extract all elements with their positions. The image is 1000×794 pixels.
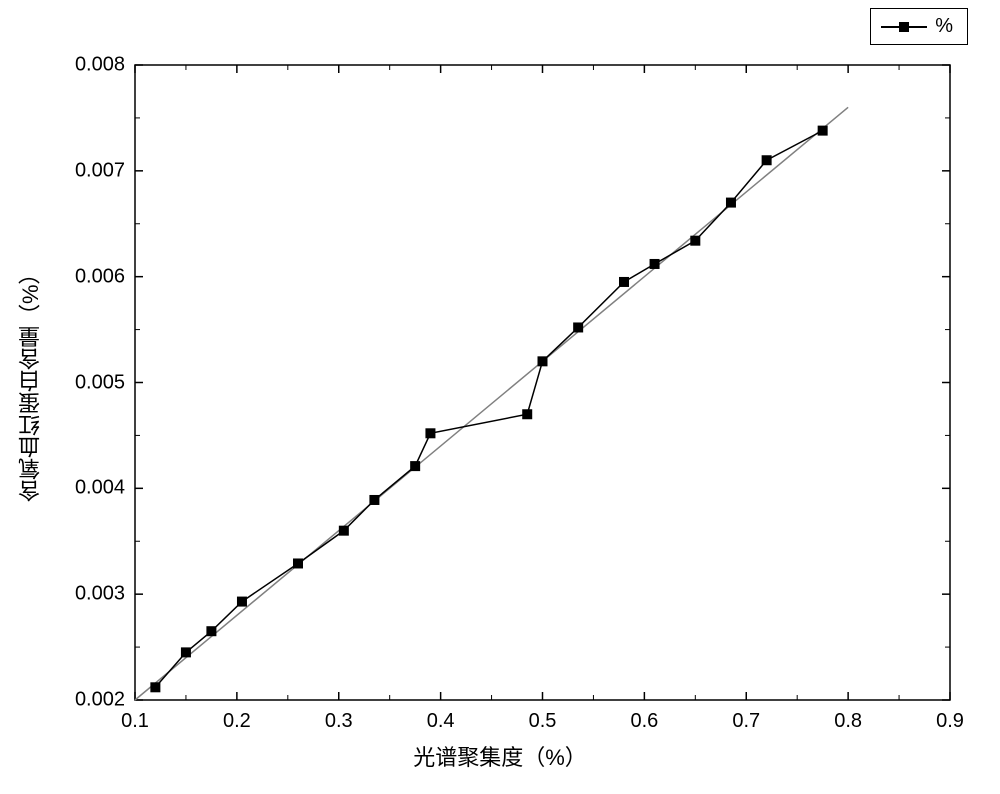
y-tick-label: 0.006 [75,265,125,288]
chart-svg [0,0,1000,794]
legend: % [870,8,968,45]
x-tick-label: 0.9 [936,710,964,733]
y-tick-label: 0.003 [75,583,125,606]
x-tick-label: 0.6 [630,710,658,733]
y-tick-label: 0.005 [75,371,125,394]
legend-text: % [935,15,953,38]
x-tick-label: 0.3 [325,710,353,733]
y-axis-label: 含氧血红蛋白含量（%） [15,65,47,700]
x-tick-label: 0.1 [121,710,149,733]
y-tick-label: 0.002 [75,689,125,712]
legend-marker-sample [899,22,909,32]
x-tick-label: 0.4 [427,710,455,733]
x-tick-label: 0.7 [732,710,760,733]
chart-container: % 含氧血红蛋白含量（%） 光谱聚集度（%） 0.1 0.2 0.3 0.4 0.5 0.… [0,0,1000,794]
x-tick-label: 0.5 [529,710,557,733]
y-tick-label: 0.007 [75,159,125,182]
x-tick-label: 0.2 [223,710,251,733]
x-tick-label: 0.8 [834,710,862,733]
y-tick-label: 0.004 [75,477,125,500]
legend-line-sample [881,26,927,28]
x-axis-label: 光谱聚集度（%） [0,740,1000,772]
y-tick-label: 0.008 [75,54,125,77]
